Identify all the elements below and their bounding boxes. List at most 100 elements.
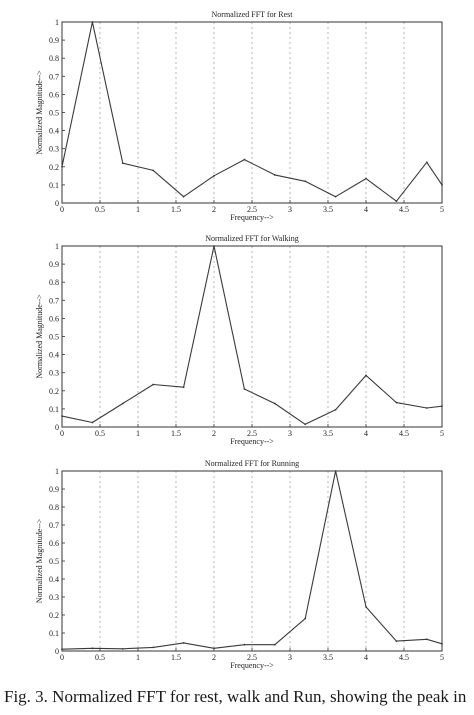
data-point [334, 195, 337, 198]
x-tick-label: 4 [364, 205, 368, 214]
x-tick-label: 5 [440, 429, 444, 438]
y-tick-label: 0.5 [49, 333, 59, 342]
data-point [365, 606, 367, 608]
y-tick-label: 0.9 [49, 36, 59, 45]
x-tick-label: 3.5 [323, 653, 333, 662]
x-tick-label: 4 [364, 429, 368, 438]
data-point [152, 646, 155, 649]
y-axis-label: Normalized Magnitude--> [35, 518, 44, 603]
x-tick-label: 1 [136, 429, 140, 438]
y-tick-label: 0.2 [49, 611, 59, 620]
y-tick-label: 0.6 [49, 90, 59, 99]
data-point [425, 161, 428, 164]
y-tick-label: 0.9 [49, 485, 59, 494]
x-tick-label: 2.5 [247, 429, 257, 438]
x-tick-label: 1.5 [171, 429, 181, 438]
y-tick-label: 0.4 [49, 351, 59, 360]
x-tick-label: 3 [288, 653, 292, 662]
y-tick-label: 0.2 [49, 163, 59, 172]
data-point [243, 388, 246, 390]
data-point [152, 383, 155, 386]
x-tick-label: 1 [136, 205, 140, 214]
y-tick-label: 1 [55, 242, 59, 251]
y-tick-label: 0.8 [49, 278, 59, 287]
data-point [365, 177, 367, 180]
data-point [213, 245, 215, 247]
data-point [273, 174, 276, 176]
data-point [213, 174, 215, 177]
data-point [273, 402, 276, 405]
data-point [304, 423, 307, 426]
data-point [441, 642, 443, 645]
data-point [365, 374, 367, 377]
x-tick-label: 0 [60, 205, 64, 214]
y-tick-label: 0.9 [49, 260, 59, 269]
x-tick-label: 1.5 [171, 205, 181, 214]
series-line [61, 21, 443, 202]
chart-title: Normalized FFT for Walking [205, 234, 299, 243]
data-point [441, 184, 443, 186]
y-tick-label: 0.7 [49, 72, 59, 81]
y-axis-label: Normalized Magnitude--> [35, 70, 44, 155]
data-point [152, 169, 155, 172]
data-point [304, 617, 307, 620]
data-point [182, 642, 185, 644]
chart-title: Normalized FFT for Running [205, 459, 299, 468]
data-point [121, 162, 124, 165]
data-point [334, 470, 337, 472]
data-point [273, 643, 276, 646]
y-tick-label: 0.1 [49, 629, 59, 638]
figure-caption: Fig. 3. Normalized FFT for rest, walk an… [4, 687, 467, 706]
x-axis-label: Frequency--> [230, 661, 274, 670]
y-tick-label: 1 [55, 18, 59, 27]
y-tick-label: 0.4 [49, 127, 59, 136]
data-point [121, 402, 124, 405]
y-tick-label: 0.5 [49, 557, 59, 566]
y-tick-label: 1 [55, 467, 59, 476]
y-tick-label: 0.8 [49, 503, 59, 512]
data-point [441, 405, 443, 408]
x-tick-label: 4.5 [399, 429, 409, 438]
data-point [243, 158, 246, 161]
y-tick-label: 0.3 [49, 369, 59, 378]
data-point [61, 415, 63, 418]
y-tick-label: 0 [55, 199, 59, 208]
data-point [395, 401, 398, 404]
y-tick-label: 0.6 [49, 314, 59, 323]
y-tick-label: 0.7 [49, 296, 59, 305]
x-tick-label: 4.5 [399, 653, 409, 662]
x-tick-label: 4.5 [399, 205, 409, 214]
y-tick-label: 0.2 [49, 387, 59, 396]
y-tick-label: 0.5 [49, 109, 59, 118]
x-tick-label: 1 [136, 653, 140, 662]
x-tick-label: 1.5 [171, 653, 181, 662]
x-tick-label: 2 [212, 653, 216, 662]
x-tick-label: 3.5 [323, 205, 333, 214]
x-tick-label: 3 [288, 205, 292, 214]
series-line [61, 245, 443, 425]
data-point [91, 21, 94, 23]
data-point [213, 647, 215, 650]
x-tick-label: 5 [440, 205, 444, 214]
y-tick-label: 0.4 [49, 575, 59, 584]
x-tick-label: 2 [212, 205, 216, 214]
chart-panel-3: 0 0.5 1 1.5 2 2.5 3 3.5 4 4.5 5 0 0.1 0.2 0.3 0.4 0.5 0.6… [35, 459, 444, 670]
y-tick-label: 0 [55, 423, 59, 432]
data-point [91, 647, 94, 650]
x-tick-label: 0.5 [95, 429, 105, 438]
x-tick-label: 0.5 [95, 653, 105, 662]
x-tick-label: 0.5 [95, 205, 105, 214]
data-point [395, 640, 398, 642]
y-tick-label: 0.8 [49, 54, 59, 63]
x-axis-label: Frequency--> [230, 437, 274, 446]
data-point [61, 165, 63, 168]
y-tick-label: 0.3 [49, 593, 59, 602]
y-tick-label: 0.7 [49, 521, 59, 530]
data-point [425, 407, 428, 409]
x-tick-label: 4 [364, 653, 368, 662]
x-tick-label: 2.5 [247, 205, 257, 214]
x-tick-label: 2 [212, 429, 216, 438]
data-point [243, 643, 246, 646]
